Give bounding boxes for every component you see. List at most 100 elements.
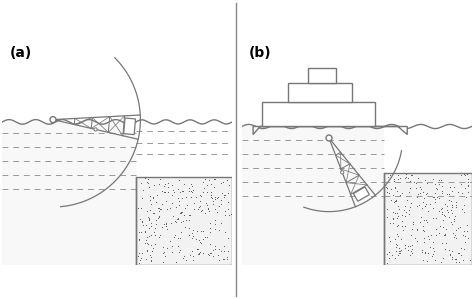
Point — [182, 257, 190, 262]
Point — [206, 221, 214, 225]
Point — [162, 223, 170, 228]
Point — [452, 203, 460, 208]
Point — [157, 207, 165, 212]
Point — [441, 233, 448, 237]
Point — [382, 185, 390, 190]
Point — [449, 231, 457, 236]
Point — [387, 198, 395, 202]
Point — [411, 236, 419, 240]
Point — [438, 210, 446, 214]
Point — [177, 220, 185, 225]
Point — [413, 194, 421, 199]
Point — [465, 182, 472, 187]
Point — [158, 225, 165, 229]
Point — [441, 232, 449, 237]
Point — [155, 208, 163, 213]
Point — [170, 188, 177, 193]
Point — [211, 246, 219, 251]
Point — [135, 260, 143, 265]
Point — [178, 211, 185, 216]
Point — [422, 191, 429, 196]
Point — [135, 206, 142, 210]
Point — [461, 239, 469, 244]
Point — [223, 178, 230, 182]
Point — [146, 253, 154, 258]
Point — [174, 186, 182, 191]
Point — [142, 230, 149, 235]
Point — [421, 204, 429, 208]
Polygon shape — [288, 83, 352, 102]
Point — [146, 234, 153, 239]
Point — [152, 199, 160, 204]
Point — [392, 199, 399, 203]
Point — [448, 203, 456, 208]
Point — [186, 212, 193, 217]
Point — [443, 227, 450, 231]
Point — [135, 230, 142, 235]
Point — [457, 173, 465, 178]
Point — [420, 228, 428, 233]
Point — [383, 206, 391, 211]
Point — [392, 198, 400, 203]
Point — [201, 234, 209, 239]
Point — [147, 242, 155, 247]
Point — [393, 243, 401, 248]
Point — [192, 237, 200, 242]
Point — [206, 178, 213, 182]
Point — [424, 220, 431, 225]
Point — [161, 254, 168, 258]
Point — [207, 193, 214, 198]
Point — [429, 216, 437, 220]
Point — [209, 202, 217, 207]
Polygon shape — [253, 126, 407, 135]
Point — [203, 190, 211, 194]
Point — [396, 206, 403, 211]
Point — [404, 248, 412, 252]
Point — [428, 253, 436, 258]
Point — [150, 211, 158, 216]
Point — [415, 176, 422, 181]
Point — [196, 205, 203, 210]
Bar — [2, 122, 136, 177]
Point — [441, 202, 448, 207]
Point — [399, 223, 406, 228]
Point — [389, 253, 396, 258]
Point — [198, 229, 205, 234]
Point — [464, 184, 472, 189]
Point — [221, 209, 229, 214]
Point — [436, 196, 443, 201]
Point — [433, 194, 441, 199]
Point — [399, 227, 406, 232]
Point — [437, 224, 444, 228]
Point — [179, 189, 187, 193]
Point — [174, 196, 182, 201]
Point — [457, 253, 465, 257]
Point — [394, 234, 401, 239]
Point — [429, 177, 437, 182]
Point — [205, 253, 212, 257]
Point — [200, 179, 207, 184]
Point — [174, 235, 182, 240]
Point — [444, 192, 451, 196]
Point — [149, 245, 156, 250]
Point — [212, 207, 219, 212]
Point — [420, 240, 428, 245]
Point — [413, 228, 421, 232]
Point — [219, 180, 227, 185]
Point — [392, 198, 400, 203]
Point — [185, 233, 193, 237]
Point — [155, 215, 162, 220]
Point — [152, 225, 159, 230]
Point — [137, 256, 145, 261]
Point — [396, 246, 403, 251]
Point — [415, 202, 423, 207]
Point — [463, 195, 470, 200]
Point — [423, 181, 430, 185]
Point — [150, 183, 157, 187]
Point — [175, 199, 183, 204]
Point — [432, 226, 440, 231]
Point — [218, 191, 226, 196]
Point — [406, 179, 414, 184]
Point — [461, 173, 469, 178]
Point — [183, 202, 191, 207]
